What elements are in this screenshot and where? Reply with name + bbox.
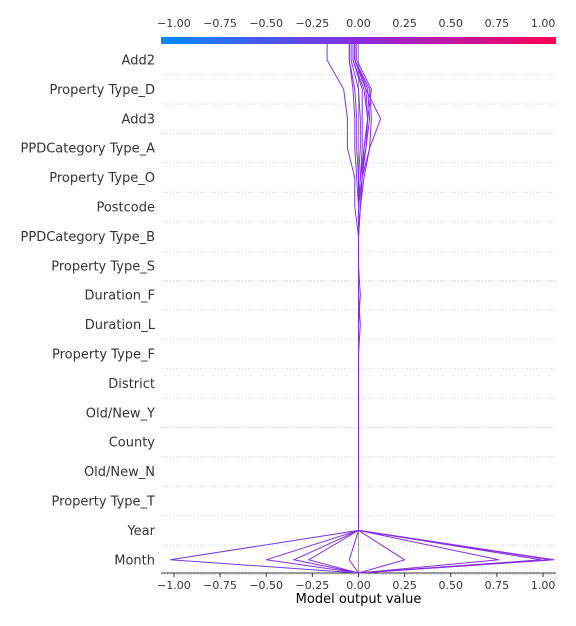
feature-label: Old/New_N (84, 465, 155, 480)
feature-label: Property Type_F (52, 348, 155, 363)
feature-label: Year (126, 524, 155, 539)
feature-label: Property Type_T (52, 495, 156, 510)
x-tick-label-bottom: 0.00 (346, 579, 371, 592)
x-tick-label-bottom: −1.00 (157, 579, 191, 592)
decision-line (352, 44, 551, 574)
decision-line (354, 44, 555, 574)
feature-label: County (109, 436, 156, 451)
feature-label: Add2 (122, 54, 155, 69)
feature-label: Duration_L (85, 318, 156, 333)
decision-line (307, 44, 361, 574)
feature-labels: Add2 Property Type_D Add3 PPDCategory Type_… (21, 54, 156, 569)
feature-label: Property Type_S (51, 259, 155, 274)
x-tick-label-top: −1.00 (157, 17, 191, 30)
feature-label: Postcode (96, 201, 155, 216)
x-tick-label-top: 0.25 (392, 17, 417, 30)
colorbar (161, 37, 556, 44)
x-tick-label-bottom: −0.50 (249, 579, 283, 592)
x-tick-label-top: −0.25 (295, 17, 329, 30)
decision-line (354, 44, 499, 574)
feature-label: Property Type_D (49, 83, 155, 98)
x-tick-label-top: 0.00 (346, 17, 371, 30)
axes: −1.00 −1.00 −0.75 −0.75 −0.50 −0.50 −0.25 −0.25… (157, 17, 556, 592)
decision-line (354, 44, 542, 574)
x-axis-label: Model output value (296, 592, 422, 607)
x-tick-label-top: −0.75 (203, 17, 237, 30)
feature-label: Month (114, 553, 155, 568)
x-tick-label-bottom: 0.50 (439, 579, 464, 592)
feature-label: Add3 (122, 112, 155, 127)
feature-label: Old/New_Y (86, 406, 155, 421)
x-tick-label-top: 0.75 (485, 17, 510, 30)
x-tick-label-bottom: 1.00 (531, 579, 556, 592)
decision-line (292, 44, 359, 574)
x-tick-label-bottom: −0.75 (203, 579, 237, 592)
x-tick-label-top: 1.00 (531, 17, 556, 30)
decision-line (266, 44, 359, 574)
x-tick-label-top: 0.50 (439, 17, 464, 30)
x-tick-label-bottom: 0.25 (392, 579, 417, 592)
feature-label: PPDCategory Type_A (21, 142, 156, 157)
feature-label: Duration_F (85, 289, 155, 304)
x-tick-label-top: −0.50 (249, 17, 283, 30)
feature-label: PPDCategory Type_B (21, 230, 155, 245)
x-tick-label-bottom: 0.75 (485, 579, 510, 592)
feature-label: Property Type_O (49, 171, 155, 186)
decision-lines (170, 44, 555, 574)
x-tick-label-bottom: −0.25 (295, 579, 329, 592)
decision-line (356, 44, 553, 574)
decision-line (170, 44, 359, 574)
feature-label: District (108, 377, 155, 392)
